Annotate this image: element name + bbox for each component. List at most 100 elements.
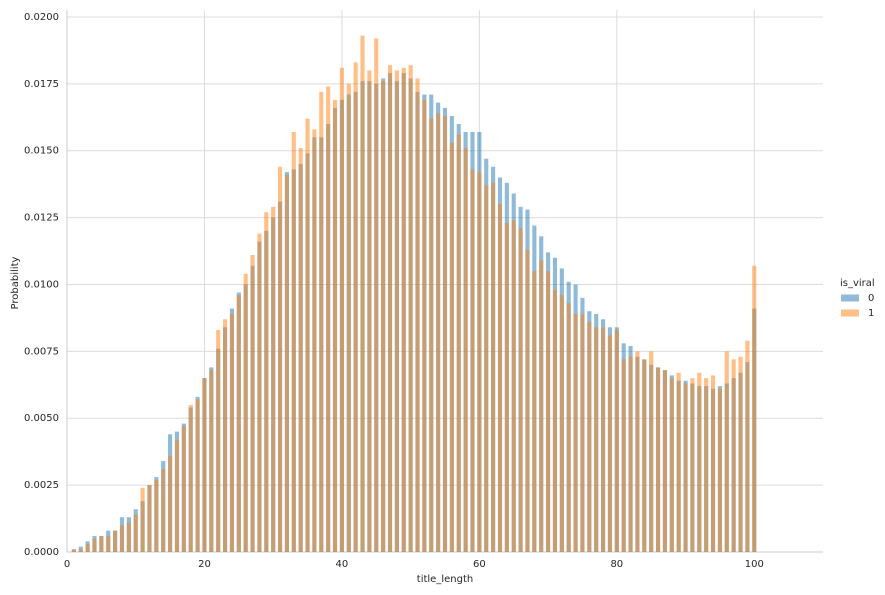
bar xyxy=(607,335,613,552)
bar xyxy=(229,313,235,552)
bar xyxy=(642,359,647,552)
bar xyxy=(587,321,592,552)
bar xyxy=(573,313,578,552)
legend-label: 0 xyxy=(868,293,874,304)
bar xyxy=(209,370,214,552)
bar xyxy=(339,67,344,553)
x-tick-label: 0 xyxy=(64,559,70,570)
x-tick-label: 20 xyxy=(198,559,211,570)
bar xyxy=(326,86,331,552)
y-tick-label: 0.0175 xyxy=(24,79,59,90)
bar xyxy=(332,99,338,553)
bar xyxy=(491,182,496,553)
bar xyxy=(601,327,606,552)
bar xyxy=(381,81,386,552)
legend-label: 1 xyxy=(868,308,874,319)
bar xyxy=(752,265,757,552)
bar xyxy=(312,129,317,552)
bar xyxy=(635,351,640,552)
bar xyxy=(649,351,654,552)
bar xyxy=(284,174,289,552)
bar xyxy=(621,359,626,552)
bar xyxy=(133,514,138,552)
y-tick-label: 0.0150 xyxy=(24,146,59,157)
bar xyxy=(669,378,674,552)
bar xyxy=(236,295,241,552)
bar xyxy=(655,367,661,552)
bar xyxy=(449,142,454,552)
bar xyxy=(676,372,681,552)
bar xyxy=(594,327,599,552)
bar xyxy=(113,530,118,552)
bar xyxy=(168,455,173,552)
legend-title: is_viral xyxy=(840,278,875,289)
x-axis-label: title_length xyxy=(417,574,473,585)
bar xyxy=(85,543,90,552)
y-tick-label: 0.0000 xyxy=(24,547,59,558)
y-tick-label: 0.0075 xyxy=(24,346,59,357)
bar xyxy=(71,549,76,552)
bar xyxy=(690,378,695,552)
bar xyxy=(525,249,530,553)
bar xyxy=(477,172,482,552)
bar xyxy=(367,70,372,552)
bar xyxy=(504,222,509,552)
bar xyxy=(195,399,200,552)
bar xyxy=(484,185,489,552)
bar xyxy=(463,148,468,553)
bar xyxy=(415,78,420,552)
legend-swatch xyxy=(841,294,859,302)
bar xyxy=(580,313,585,552)
bar xyxy=(126,522,131,552)
bar xyxy=(704,378,709,552)
bar xyxy=(119,525,125,552)
bar xyxy=(319,91,324,553)
bar xyxy=(154,479,159,552)
bar xyxy=(394,70,399,552)
y-tick-label: 0.0200 xyxy=(24,12,59,23)
bar xyxy=(223,319,228,552)
bar xyxy=(271,206,276,552)
bar xyxy=(745,340,750,552)
bar xyxy=(614,329,619,552)
bar xyxy=(628,356,633,552)
bar xyxy=(456,134,461,552)
bar xyxy=(710,375,716,552)
bar xyxy=(140,487,145,552)
bar xyxy=(257,233,262,553)
bar xyxy=(731,359,736,552)
bar xyxy=(697,372,702,552)
bar xyxy=(305,118,310,553)
bar xyxy=(738,356,743,552)
bar xyxy=(353,62,358,552)
bar xyxy=(401,67,406,553)
bar xyxy=(291,131,296,553)
bar xyxy=(724,351,729,552)
legend-swatch xyxy=(841,309,859,317)
bar xyxy=(264,212,269,552)
x-tick-label: 60 xyxy=(473,559,486,570)
bar xyxy=(181,426,186,552)
bar xyxy=(683,383,688,552)
x-tick-label: 40 xyxy=(336,559,349,570)
bar xyxy=(518,228,523,552)
bar xyxy=(408,65,413,553)
y-tick-label: 0.0025 xyxy=(24,480,59,491)
bar xyxy=(78,549,83,552)
bar xyxy=(174,439,180,552)
bar xyxy=(147,485,152,552)
bar xyxy=(470,169,475,552)
y-axis-label: Probability xyxy=(10,256,21,309)
bar xyxy=(277,166,283,553)
bar xyxy=(243,273,248,552)
y-tick-label: 0.0050 xyxy=(24,413,59,424)
bar xyxy=(497,204,503,552)
bar xyxy=(346,83,351,553)
bar xyxy=(429,118,434,553)
bar xyxy=(559,295,564,552)
bar xyxy=(546,271,551,552)
bar xyxy=(532,271,537,552)
bar xyxy=(250,255,255,552)
bar xyxy=(374,38,379,552)
